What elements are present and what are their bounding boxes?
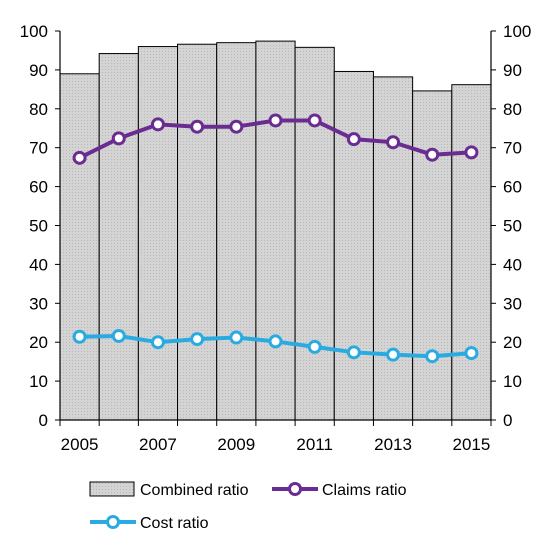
- y-tick-label-right-70: 70: [503, 139, 522, 158]
- y-tick-label-left-10: 10: [29, 372, 48, 391]
- ratio-lines: [72, 113, 479, 364]
- cost-ratio-point-2015: [464, 346, 479, 361]
- legend-marker-claims-ratio: [288, 482, 302, 496]
- y-tick-label-right-30: 30: [503, 294, 522, 313]
- y-tick-label-right-20: 20: [503, 333, 522, 352]
- y-tick-label-left-100: 100: [20, 22, 48, 41]
- y-tick-label-left-70: 70: [29, 139, 48, 158]
- cost-ratio-point-2014: [425, 349, 440, 364]
- bar-2010: [255, 40, 296, 421]
- claims-ratio-point-2012: [346, 132, 361, 147]
- bar-2008: [177, 43, 218, 421]
- x-tick-label-2015: 2015: [452, 435, 490, 454]
- bar-2014: [412, 90, 453, 421]
- axes: 0 0 10 10 20 20 30 30 40 40 50 50 60 60 70 70 80 80 90 90 10…: [20, 22, 532, 454]
- y-tick-label-left-50: 50: [29, 217, 48, 236]
- y-tick-label-right-40: 40: [503, 255, 522, 274]
- cost-ratio-point-2010: [268, 334, 283, 349]
- x-tick-label-2005: 2005: [61, 435, 99, 454]
- y-tick-label-left-30: 30: [29, 294, 48, 313]
- claims-ratio-point-2014: [425, 147, 440, 162]
- legend-label-claims-ratio: Claims ratio: [322, 482, 407, 499]
- cost-ratio-point-2007: [150, 335, 165, 350]
- claims-ratio-point-2009: [229, 119, 244, 134]
- bar-2015: [451, 84, 492, 421]
- legend-swatch-combined-ratio: [89, 481, 135, 497]
- y-tick-label-left-60: 60: [29, 178, 48, 197]
- y-tick-label-left-20: 20: [29, 333, 48, 352]
- bar-2006: [98, 53, 139, 421]
- legend-label-combined-ratio: Combined ratio: [140, 482, 249, 499]
- cost-ratio-point-2005: [72, 329, 87, 344]
- y-tick-label-right-90: 90: [503, 61, 522, 80]
- y-tick-label-left-40: 40: [29, 255, 48, 274]
- bar-2013: [372, 76, 414, 421]
- claims-ratio-point-2011: [307, 113, 322, 128]
- bar-2005: [59, 73, 100, 421]
- x-tick-label-2009: 2009: [217, 435, 255, 454]
- x-tick-label-2013: 2013: [374, 435, 412, 454]
- claims-ratio-point-2007: [150, 117, 165, 132]
- legend-marker-cost-ratio: [106, 515, 120, 529]
- cost-ratio-point-2006: [111, 328, 126, 343]
- x-tick-label-2011: 2011: [296, 435, 333, 454]
- bar-2012: [333, 70, 374, 421]
- claims-ratio-point-2005: [72, 150, 87, 165]
- claims-ratio-point-2013: [386, 135, 401, 150]
- bar-2011: [294, 46, 335, 421]
- y-tick-label-right-100: 100: [503, 22, 531, 41]
- cost-ratio-point-2008: [190, 332, 205, 347]
- claims-ratio-point-2010: [268, 113, 283, 128]
- claims-ratio-point-2006: [111, 131, 126, 146]
- y-tick-label-right-60: 60: [503, 178, 522, 197]
- bar-2007: [137, 46, 179, 421]
- legend: Combined ratio Claims ratio Cost ratio: [89, 481, 407, 532]
- y-tick-label-right-0: 0: [503, 411, 512, 430]
- cost-ratio-point-2011: [307, 339, 322, 354]
- y-tick-label-left-90: 90: [29, 61, 48, 80]
- y-tick-label-right-80: 80: [503, 100, 522, 119]
- cost-ratio-point-2012: [346, 345, 361, 360]
- y-tick-label-left-0: 0: [39, 411, 48, 430]
- x-tick-label-2007: 2007: [139, 435, 177, 454]
- y-tick-label-right-10: 10: [503, 372, 522, 391]
- cost-ratio-point-2009: [229, 330, 244, 345]
- combined-ratio-bars: [59, 40, 492, 421]
- claims-ratio-point-2015: [464, 145, 479, 160]
- claims-ratio-point-2008: [190, 119, 205, 134]
- y-tick-label-left-80: 80: [29, 100, 48, 119]
- y-tick-label-right-50: 50: [503, 217, 522, 236]
- legend-label-cost-ratio: Cost ratio: [140, 515, 209, 532]
- cost-ratio-point-2013: [386, 347, 401, 362]
- bar-2009: [216, 42, 257, 421]
